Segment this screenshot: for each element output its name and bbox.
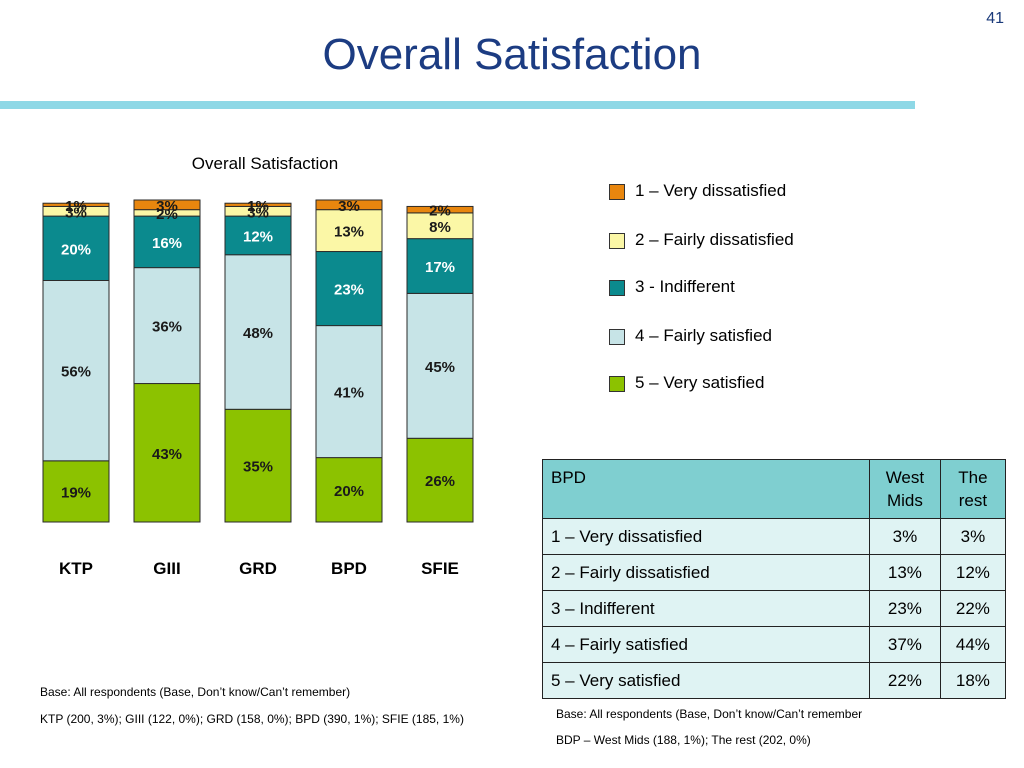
- data-label: 19%: [61, 484, 91, 501]
- table-cell: 22%: [869, 662, 941, 699]
- data-label: 56%: [61, 364, 91, 381]
- legend-swatch: [609, 184, 625, 200]
- table-header-cell: West Mids: [869, 459, 941, 519]
- legend-item: 2 – Fairly dissatisfied: [609, 230, 869, 252]
- slide-number: 41: [986, 10, 1004, 27]
- data-label: 3%: [156, 198, 178, 215]
- data-label: 3%: [338, 198, 360, 215]
- table-cell: 12%: [939, 554, 1007, 591]
- legend-swatch: [609, 280, 625, 296]
- data-label: 36%: [152, 319, 182, 336]
- category-label: GRD: [239, 559, 277, 578]
- bar-segment: [406, 205, 474, 214]
- bar-segment: [406, 238, 474, 294]
- data-label: 1%: [247, 198, 269, 215]
- bar-segment: [224, 215, 292, 256]
- bar-segment: [42, 460, 110, 523]
- data-label: 45%: [425, 359, 455, 376]
- category-label: GIII: [153, 559, 180, 578]
- data-label: 3%: [65, 204, 87, 221]
- bpd-comparison-table: BPD West Mids The rest 1 – Very dissatisfied…: [542, 459, 1007, 699]
- legend-item: 3 - Indifferent: [609, 277, 869, 299]
- bar-segment: [315, 325, 383, 459]
- table-counts-note: BDP – West Mids (188, 1%); The rest (202…: [556, 733, 811, 747]
- title-rule: [0, 101, 915, 109]
- bar-segment: [315, 209, 383, 253]
- table-cell: 44%: [939, 626, 1007, 663]
- legend-label: 1 – Very dissatisfied: [635, 181, 787, 200]
- data-label: 8%: [429, 219, 451, 236]
- data-label: 17%: [425, 259, 455, 276]
- data-label: 2%: [429, 203, 451, 220]
- table-cell: 18%: [939, 662, 1007, 699]
- data-label: 12%: [243, 228, 273, 245]
- bar-segment: [315, 251, 383, 327]
- table-row: 5 – Very satisfied 22% 18%: [542, 662, 1007, 699]
- legend-label: 3 - Indifferent: [635, 277, 735, 296]
- data-label: 43%: [152, 446, 182, 463]
- chart-base-note: Base: All respondents (Base, Don’t know/…: [40, 685, 351, 699]
- data-label: 16%: [152, 235, 182, 252]
- table-cell: 3 – Indifferent: [542, 590, 870, 627]
- bar-segment: [42, 202, 110, 207]
- table-cell: 37%: [869, 626, 941, 663]
- data-label: 20%: [61, 241, 91, 258]
- table-base-note: Base: All respondents (Base, Don’t know/…: [556, 707, 863, 721]
- legend-item: 5 – Very satisfied: [609, 373, 869, 395]
- table-cell: 5 – Very satisfied: [542, 662, 870, 699]
- table-cell: 13%: [869, 554, 941, 591]
- data-label: 23%: [334, 282, 364, 299]
- bar-segment: [224, 254, 292, 410]
- table-cell: 1 – Very dissatisfied: [542, 518, 870, 555]
- category-label: BPD: [331, 559, 367, 578]
- category-label: KTP: [59, 559, 93, 578]
- table-cell: 4 – Fairly satisfied: [542, 626, 870, 663]
- bar-segment: [315, 199, 383, 211]
- category-label: SFIE: [421, 559, 459, 578]
- bar-segment: [42, 280, 110, 462]
- legend-item: 4 – Fairly satisfied: [609, 326, 869, 348]
- legend-swatch: [609, 329, 625, 345]
- table-cell: 2 – Fairly dissatisfied: [542, 554, 870, 591]
- data-label: 20%: [334, 483, 364, 500]
- legend-swatch: [609, 233, 625, 249]
- data-label: 13%: [334, 224, 364, 241]
- legend-label: 4 – Fairly satisfied: [635, 326, 772, 345]
- table-row: 1 – Very dissatisfied 3% 3%: [542, 518, 1007, 555]
- legend-label: 2 – Fairly dissatisfied: [635, 230, 794, 249]
- table-header-cell: BPD: [542, 459, 870, 519]
- table-row: 2 – Fairly dissatisfied 13% 12%: [542, 554, 1007, 591]
- table-cell: 22%: [939, 590, 1007, 627]
- data-label: 26%: [425, 473, 455, 490]
- stacked-bar-chart: 19%56%20%3%1%KTP43%36%16%2%3%GIII35%48%1…: [42, 198, 474, 578]
- data-label: 3%: [247, 204, 269, 221]
- chart-title: Overall Satisfaction: [191, 154, 339, 173]
- table-cell: 3%: [869, 518, 941, 555]
- bar-segment: [315, 457, 383, 523]
- table-header-row: BPD West Mids The rest: [542, 459, 1007, 519]
- legend-item: 1 – Very dissatisfied: [609, 181, 869, 203]
- data-label: 48%: [243, 325, 273, 342]
- page-title: Overall Satisfaction: [322, 30, 702, 79]
- bar-segment: [133, 199, 201, 211]
- bar-segment: [224, 408, 292, 523]
- chart-counts-note: KTP (200, 3%); GIII (122, 0%); GRD (158,…: [40, 712, 464, 726]
- table-row: 4 – Fairly satisfied 37% 44%: [542, 626, 1007, 663]
- data-label: 41%: [334, 385, 364, 402]
- legend-swatch: [609, 376, 625, 392]
- bar-segment: [406, 212, 474, 240]
- table-header-cell: The rest: [939, 459, 1007, 519]
- table-cell: 3%: [939, 518, 1007, 555]
- table-row: 3 – Indifferent 23% 22%: [542, 590, 1007, 627]
- bar-segment: [406, 292, 474, 439]
- bar-segment: [224, 202, 292, 207]
- data-label: 1%: [65, 198, 87, 215]
- table-cell: 23%: [869, 590, 941, 627]
- legend-label: 5 – Very satisfied: [635, 373, 765, 392]
- data-label: 35%: [243, 459, 273, 476]
